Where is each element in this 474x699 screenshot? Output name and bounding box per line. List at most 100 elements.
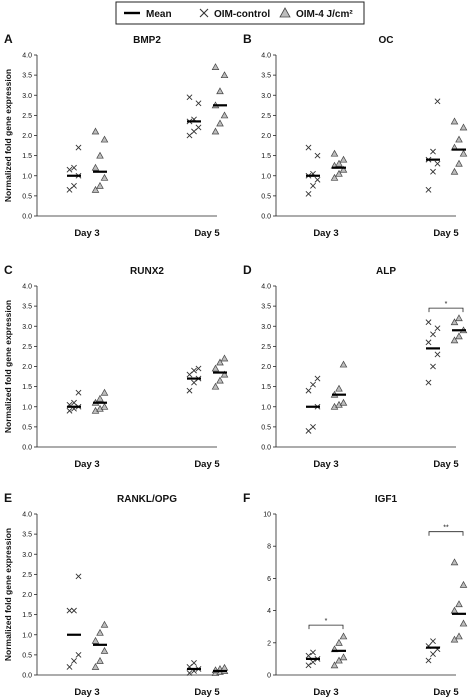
legend-treated-label: OIM-4 J/cm²	[296, 9, 353, 20]
y-tick-label: 1.0	[22, 173, 32, 180]
y-tick-label: 4.0	[22, 512, 32, 519]
category-group-day-3: Day 3	[305, 144, 348, 239]
panel-letter: D	[243, 263, 252, 277]
y-tick-label: 2.0	[22, 592, 32, 599]
y-axis-label: Normalized fold gene expression	[3, 69, 13, 202]
x-marker-stroke	[310, 649, 316, 656]
data-point-control	[425, 319, 432, 326]
y-tick-label: 0.0	[261, 214, 271, 221]
y-tick-label: 6	[267, 576, 271, 583]
data-point-treated	[459, 123, 468, 131]
x-marker-stroke	[75, 573, 82, 580]
significance-label: **	[443, 525, 449, 532]
bracket-line	[428, 531, 464, 536]
y-tick-label: 3.5	[22, 73, 32, 80]
category-group-day-3: Day 3	[66, 388, 109, 470]
y-tick-label: 1.0	[261, 173, 271, 180]
data-point-control	[186, 387, 193, 394]
x-marker-stroke	[186, 387, 193, 394]
y-axis-label: Normalized fold gene expression	[3, 528, 13, 661]
data-point-treated	[211, 364, 220, 372]
x-marker-stroke	[434, 98, 441, 105]
data-point-treated	[330, 661, 339, 669]
data-point-treated	[335, 169, 343, 177]
data-point-control	[314, 176, 321, 183]
x-marker-stroke	[191, 367, 197, 374]
x-marker-stroke	[430, 331, 436, 338]
y-tick-label: 3.0	[22, 552, 32, 559]
x-marker-stroke	[66, 407, 73, 414]
x-marker-stroke	[425, 186, 432, 193]
y-tick-label: 4.0	[22, 53, 32, 60]
panel-title: OC	[379, 35, 394, 46]
data-point-treated	[450, 558, 459, 566]
data-point-control	[425, 339, 432, 346]
y-tick-label: 3.0	[261, 93, 271, 100]
data-point-control	[191, 660, 197, 666]
x-marker-stroke	[71, 182, 77, 189]
data-point-treated	[450, 606, 459, 614]
y-tick-label: 10	[263, 512, 271, 519]
y-tick-label: 1.5	[261, 153, 271, 160]
data-point-treated	[459, 619, 468, 627]
y-tick-label: 2.0	[22, 133, 32, 140]
data-point-treated	[455, 314, 463, 322]
data-point-control	[430, 651, 436, 657]
category-group-day-5: Day 5 *	[425, 301, 468, 470]
y-tick-label: 0.5	[22, 652, 32, 659]
bracket-line	[308, 624, 344, 630]
y-tick-label: 0.5	[22, 424, 32, 431]
category-group-day-5: Day 5	[186, 354, 229, 470]
x-marker-stroke	[425, 379, 432, 386]
data-point-control	[186, 94, 193, 101]
data-point-treated	[335, 638, 343, 646]
y-axis-label: Normalized fold gene expression	[3, 300, 13, 433]
y-tick-label: 1.5	[22, 153, 32, 160]
x-marker-stroke	[310, 182, 316, 189]
legend-box	[115, 1, 365, 25]
y-tick-label: 2.5	[22, 344, 32, 351]
y-tick-label: 8	[267, 544, 271, 551]
x-marker-stroke	[75, 389, 82, 396]
data-point-control	[75, 389, 82, 396]
x-marker-stroke	[305, 144, 312, 151]
x-category-label: Day 3	[74, 687, 99, 698]
y-tick-label: 4	[267, 608, 271, 615]
y-tick-label: 2.0	[261, 364, 271, 371]
y-tick-label: 0.0	[22, 445, 32, 452]
data-point-control	[66, 607, 73, 614]
y-tick-label: 4.0	[261, 284, 271, 291]
data-point-treated	[211, 63, 220, 70]
y-tick-label: 2.5	[22, 113, 32, 120]
panel-a: A BMP2 0.0 0.5 1.0 1.5 2.0 2.5 3.0 3.5 4.0 Normaliz…	[3, 32, 229, 239]
x-marker-stroke	[305, 652, 312, 659]
data-point-treated	[220, 111, 229, 119]
data-point-control	[305, 387, 312, 394]
data-point-control	[71, 182, 77, 189]
panel-letter: F	[243, 491, 250, 505]
data-point-control	[71, 399, 77, 406]
x-marker-stroke	[434, 160, 441, 167]
data-point-treated	[339, 360, 348, 368]
x-marker-stroke	[305, 662, 312, 669]
data-point-treated	[450, 167, 459, 175]
data-point-control	[314, 375, 321, 382]
data-point-control	[430, 168, 436, 175]
data-point-treated	[455, 135, 463, 143]
significance-bracket: *	[428, 301, 464, 313]
data-point-treated	[335, 384, 343, 392]
x-category-label: Day 3	[74, 228, 99, 239]
data-point-treated	[216, 358, 224, 366]
data-point-treated	[96, 151, 104, 159]
x-marker-stroke	[71, 657, 77, 664]
data-point-control	[434, 160, 441, 167]
data-point-treated	[450, 336, 459, 344]
x-marker-stroke	[66, 607, 73, 614]
data-point-control	[195, 100, 202, 107]
x-category-label: Day 5	[433, 228, 459, 239]
data-point-treated	[91, 663, 100, 670]
data-point-treated	[339, 632, 348, 640]
significance-label: *	[445, 301, 448, 308]
y-tick-label: 3.5	[261, 304, 271, 311]
data-point-control	[195, 124, 202, 131]
